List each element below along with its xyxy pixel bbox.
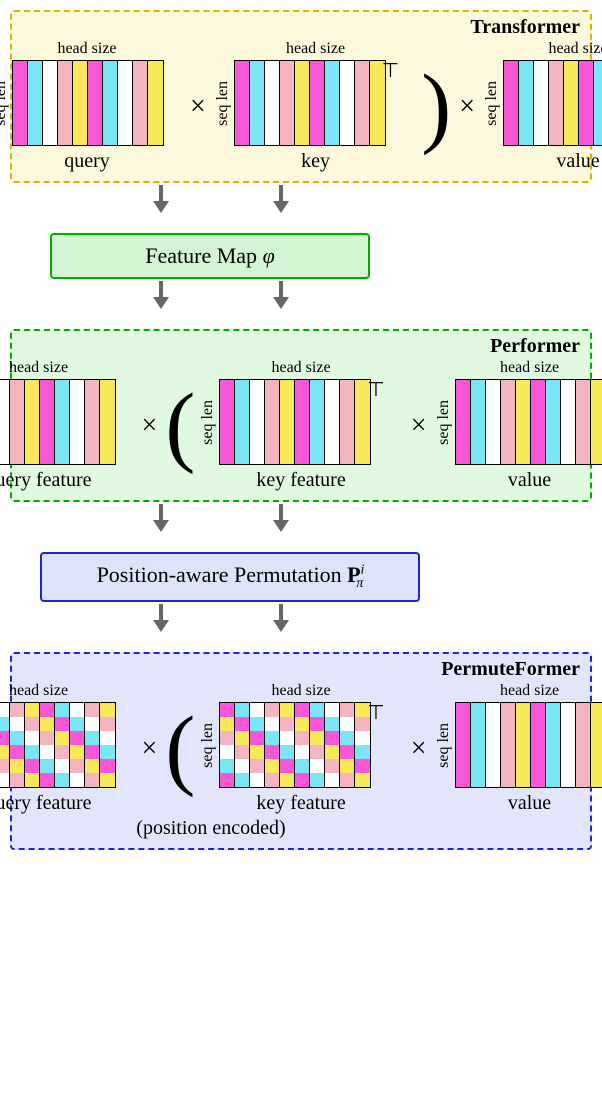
feature-map-step: Feature Map φ — [50, 233, 370, 279]
permuteformer-block: PermuteFormerhead sizeseq lenquery featu… — [10, 652, 592, 850]
matrix-unit: head sizeseq len⊤key feature — [199, 682, 402, 815]
matrix-unit: head sizeseq len⊤key — [214, 40, 417, 173]
block-title: Transformer — [470, 16, 580, 39]
arrows — [0, 205, 592, 229]
matrix-unit: head sizeseq lenquery feature — [0, 682, 134, 815]
arrows — [0, 301, 592, 325]
matrix-unit: head sizeseq lenvalue — [435, 682, 602, 815]
matrix-unit: head sizeseq lenquery — [0, 40, 182, 173]
matrix-unit: head sizeseq lenquery feature — [0, 359, 134, 492]
arrows — [0, 524, 592, 548]
matrix-unit: head sizeseq len⊤key feature — [199, 359, 402, 492]
transformer-block: Transformersoftmax(head sizeseq lenquery… — [10, 10, 592, 183]
block-title: Performer — [490, 335, 580, 358]
performer-block: Performerhead sizeseq lenquery feature×(… — [10, 329, 592, 502]
arrows — [0, 624, 592, 648]
matrix-unit: head sizeseq lenvalue — [435, 359, 602, 492]
matrix-unit: head sizeseq lenvalue — [483, 40, 602, 173]
sub-caption: (position encoded) — [0, 817, 582, 840]
block-title: PermuteFormer — [441, 658, 580, 681]
position-permutation-step: Position-aware Permutation Piπ — [40, 552, 420, 602]
